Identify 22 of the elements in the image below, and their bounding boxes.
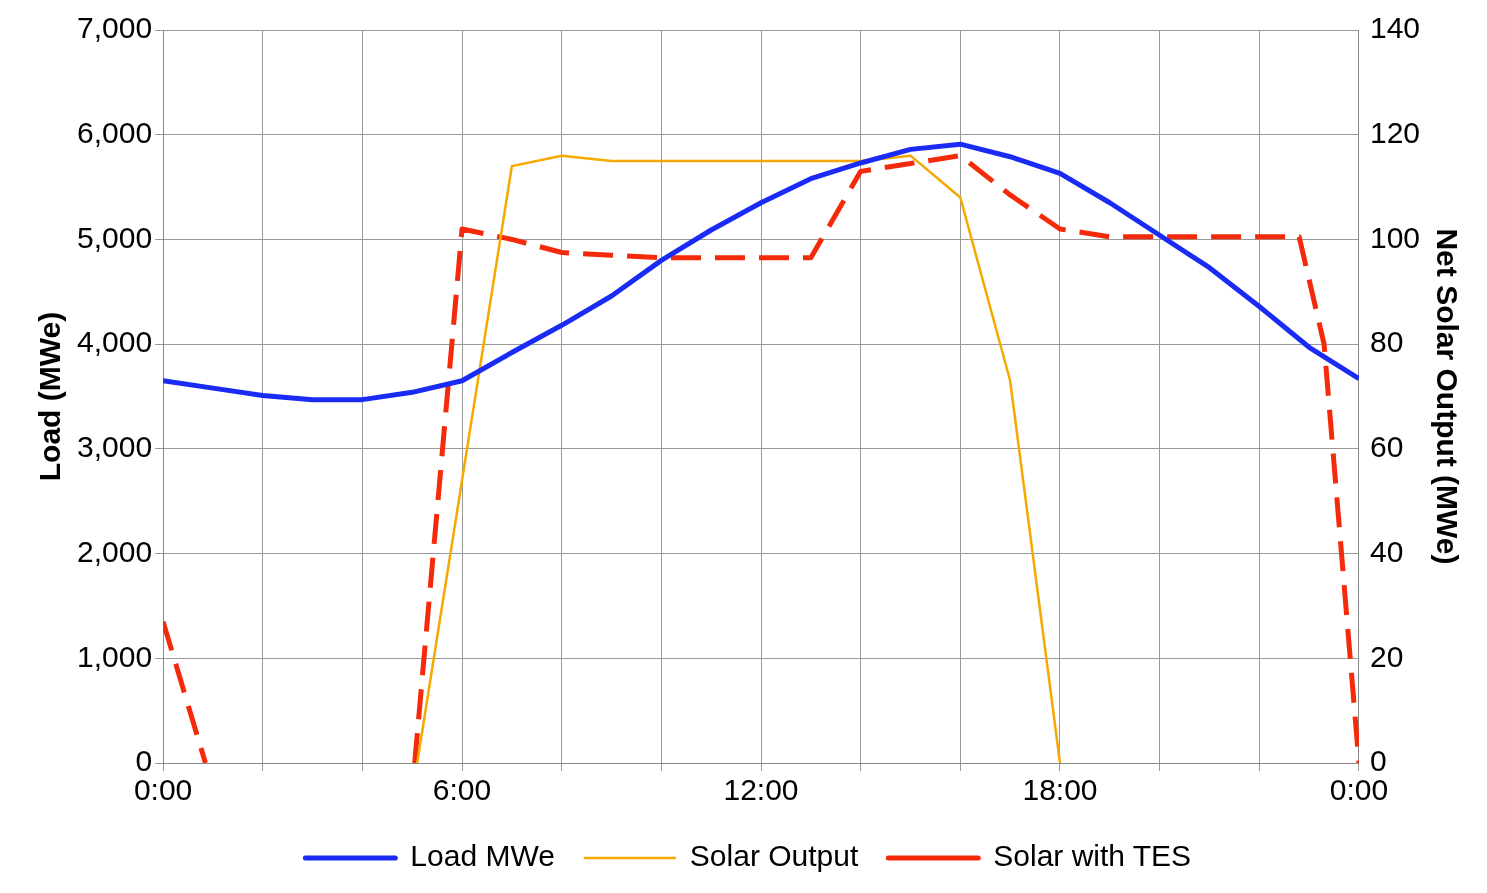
- y-tick-label: 4,000: [77, 325, 153, 359]
- y2-tick-label: 40: [1369, 534, 1404, 568]
- y2-tick-label: 100: [1369, 220, 1421, 254]
- y2-tick-label: 20: [1369, 639, 1404, 673]
- y2-tick-label: 140: [1369, 11, 1421, 45]
- legend-label: Solar with TES: [993, 839, 1192, 873]
- y-axis-title: Load (MWe): [33, 311, 67, 482]
- y-tick-label: 7,000: [77, 11, 153, 45]
- y-tick-label: 6,000: [77, 115, 153, 149]
- y2-tick-label: 80: [1369, 325, 1404, 359]
- x-tick-label: 12:00: [723, 773, 799, 807]
- y-tick-label: 1,000: [77, 639, 153, 673]
- x-tick-label: 6:00: [432, 773, 492, 807]
- y-tick-label: 2,000: [77, 534, 153, 568]
- y2-axis-title: Net Solar Output (MWe): [1430, 228, 1464, 565]
- x-tick-label: 18:00: [1022, 773, 1098, 807]
- legend-label: Load MWe: [410, 839, 555, 873]
- legend-label: Solar Output: [689, 839, 859, 873]
- y2-tick-label: 60: [1369, 430, 1404, 464]
- y-tick-label: 3,000: [77, 430, 153, 464]
- y-tick-label: 5,000: [77, 220, 153, 254]
- y2-tick-label: 120: [1369, 115, 1421, 149]
